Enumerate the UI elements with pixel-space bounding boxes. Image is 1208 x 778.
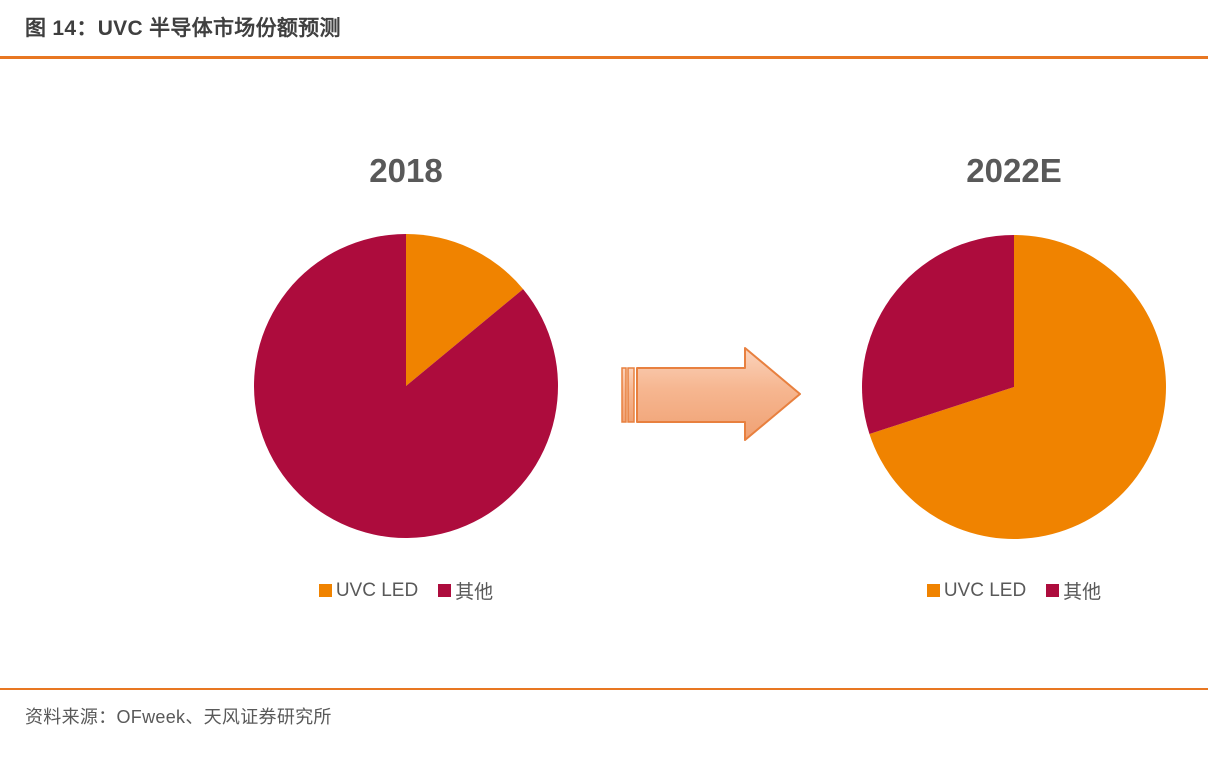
pie-slice-UVC LED [869, 235, 1167, 539]
uvc-led-swatch-icon [318, 584, 332, 597]
footer-divider [0, 688, 1208, 690]
arrow-body [636, 347, 801, 441]
arrow-stripe-2 [627, 367, 635, 423]
figure-title: 图 14：UVC 半导体市场份额预测 [25, 17, 341, 40]
pie-2018-legend: UVC LED 其他 [251, 577, 561, 604]
legend-item-uvc-led: UVC LED [926, 579, 1027, 602]
pie-slice-其他 [862, 235, 1014, 434]
uvc-led-swatch-icon [926, 584, 940, 597]
other-swatch-icon [1046, 584, 1060, 597]
arrow-stripe-1 [621, 367, 627, 423]
legend-label-other: 其他 [455, 582, 494, 603]
pie-2018-title: 2018 [369, 152, 443, 189]
striped-right-arrow-icon [621, 347, 801, 441]
legend-label-uvc-led: UVC LED [335, 579, 419, 601]
source-note: 资料来源：OFweek、天风证券研究所 [25, 707, 332, 727]
other-swatch-icon [438, 584, 452, 597]
pie-2018-chart [254, 234, 559, 538]
legend-item-uvc-led: UVC LED [318, 579, 419, 602]
pie-slice-UVC LED [406, 234, 524, 386]
legend-label-uvc-led: UVC LED [943, 579, 1027, 601]
pie-2022e-legend: UVC LED 其他 [859, 577, 1169, 604]
pie-2022e-chart [862, 235, 1167, 539]
title-underline [0, 56, 1208, 59]
legend-item-other: 其他 [438, 577, 493, 604]
legend-label-other: 其他 [1063, 582, 1102, 603]
pie-2022e-title: 2022E [966, 152, 1062, 189]
legend-item-other: 其他 [1046, 577, 1101, 604]
pie-slice-其他 [254, 234, 559, 538]
